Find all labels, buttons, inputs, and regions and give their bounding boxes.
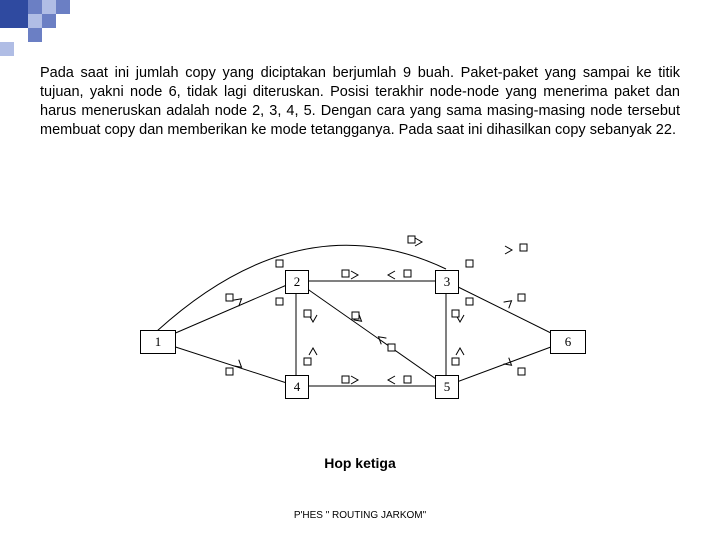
node-3: 3 [435, 270, 459, 294]
paragraph: Pada saat ini jumlah copy yang diciptaka… [40, 64, 680, 139]
network-diagram: 1 2 3 4 5 6 [120, 220, 600, 420]
footer-text: P'HES " ROUTING JARKOM" [0, 510, 720, 521]
diagram-edges [120, 220, 600, 420]
node-5: 5 [435, 375, 459, 399]
node-4: 4 [285, 375, 309, 399]
node-1: 1 [140, 330, 176, 354]
node-6: 6 [550, 330, 586, 354]
diagram-caption: Hop ketiga [0, 455, 720, 471]
node-2: 2 [285, 270, 309, 294]
